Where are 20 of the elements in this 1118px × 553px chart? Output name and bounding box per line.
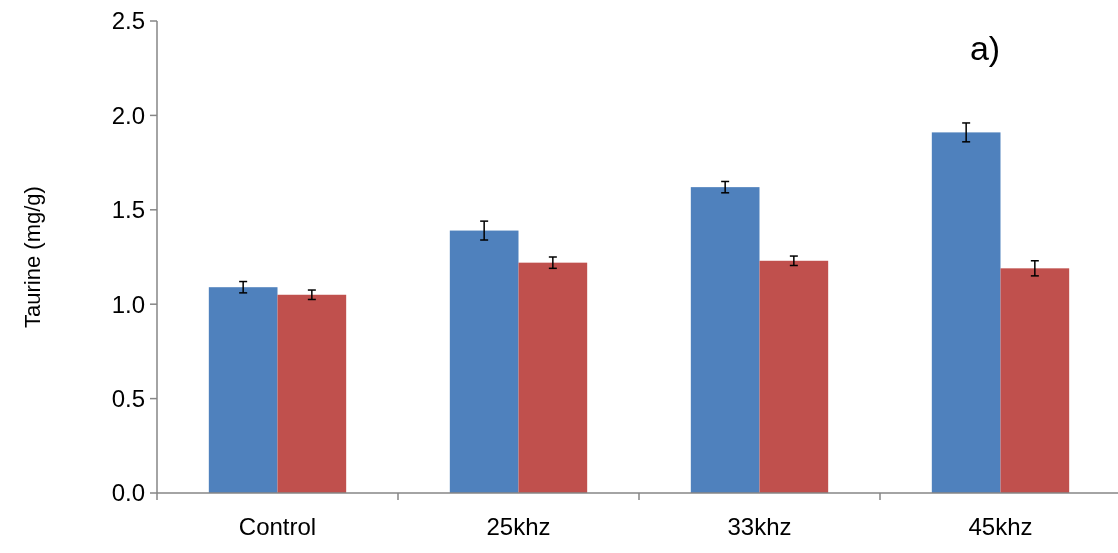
bar [518,262,588,493]
bar [449,230,519,493]
annotation: a) [969,29,1001,67]
y-tick-label: 2.0 [111,101,145,129]
bar [931,132,1001,493]
x-tick-label: 33khz [727,513,792,540]
y-tick-label: 0.0 [111,479,145,507]
y-axis-title: Taurine (mg/g) [20,186,45,328]
y-tick-label: 0.5 [111,385,145,412]
bar [1000,268,1070,493]
x-tick-label: 45khz [968,513,1033,540]
x-tick-label: 25khz [486,513,551,540]
y-tick-label: 2.5 [111,7,145,35]
bar [759,260,829,493]
bar [208,287,278,493]
y-tick-label: 1.5 [111,196,145,224]
bar [277,294,347,493]
x-tick-label: Control [238,513,317,540]
bar [690,187,760,493]
y-tick-label: 1.0 [111,290,145,318]
